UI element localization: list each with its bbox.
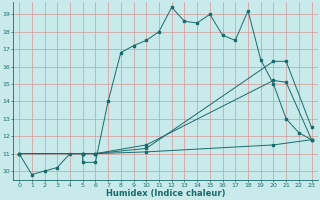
X-axis label: Humidex (Indice chaleur): Humidex (Indice chaleur) [106,189,225,198]
